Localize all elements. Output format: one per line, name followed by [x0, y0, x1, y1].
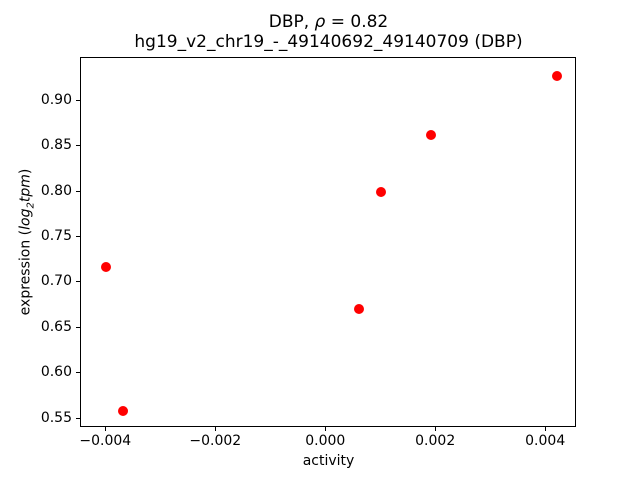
y-axis-tick-label: 0.60: [40, 364, 72, 381]
x-axis-tick-label: 0.000: [305, 433, 346, 449]
y-axis-tick-mark: [76, 326, 80, 328]
rho-symbol: ρ: [314, 12, 326, 32]
y-axis-tick-label: 0.70: [40, 273, 72, 290]
plot-area: [80, 57, 576, 427]
x-axis-tick-label: 0.004: [525, 433, 566, 449]
y-axis-label-suffix: ): [17, 168, 34, 175]
y-axis-tick-mark: [76, 417, 80, 419]
chart-title-suffix: = 0.82: [325, 12, 389, 32]
data-point: [376, 186, 387, 197]
y-axis-tick-mark: [76, 145, 80, 147]
y-axis-tick-mark: [76, 236, 80, 238]
x-axis-tick-mark: [325, 427, 327, 431]
x-axis-tick-label: −0.004: [79, 433, 132, 449]
y-axis-tick-label: 0.85: [40, 137, 72, 154]
x-axis-tick-label: 0.002: [415, 433, 456, 449]
y-axis-tick-label: 0.90: [40, 92, 72, 109]
x-axis-tick-mark: [435, 427, 437, 431]
y-axis-tick-mark: [76, 190, 80, 192]
chart-title-prefix: DBP,: [268, 12, 315, 32]
x-axis-tick-mark: [105, 427, 107, 431]
x-axis-tick-label: −0.002: [189, 433, 242, 449]
data-point: [425, 129, 436, 140]
chart-title-block: DBP, ρ = 0.82 hg19_v2_chr19_-_49140692_4…: [80, 12, 577, 52]
y-axis-label-prefix: expression (: [17, 229, 34, 316]
y-axis-tick-mark: [76, 100, 80, 102]
x-axis-tick-mark: [545, 427, 547, 431]
y-axis-label-log: log: [17, 208, 34, 230]
x-axis-tick-mark: [215, 427, 217, 431]
y-axis-tick-label: 0.80: [40, 182, 72, 199]
data-point: [552, 70, 563, 81]
data-point: [101, 262, 112, 272]
y-axis-label-tpm: tpm: [17, 174, 34, 203]
y-axis-tick-label: 0.65: [40, 318, 72, 335]
x-axis-label: activity: [302, 453, 355, 469]
y-axis-tick-label: 0.75: [40, 228, 72, 245]
data-point: [117, 406, 128, 417]
chart-title: DBP, ρ = 0.82: [80, 12, 577, 33]
y-axis-label: expression (log2tpm): [18, 169, 37, 316]
y-axis-tick-mark: [76, 372, 80, 374]
y-axis-tick-label: 0.55: [40, 409, 72, 426]
data-point: [354, 303, 365, 314]
y-axis-tick-mark: [76, 281, 80, 283]
chart-subtitle: hg19_v2_chr19_-_49140692_49140709 (DBP): [134, 31, 523, 52]
y-axis-label-subscript: 2: [25, 202, 37, 209]
